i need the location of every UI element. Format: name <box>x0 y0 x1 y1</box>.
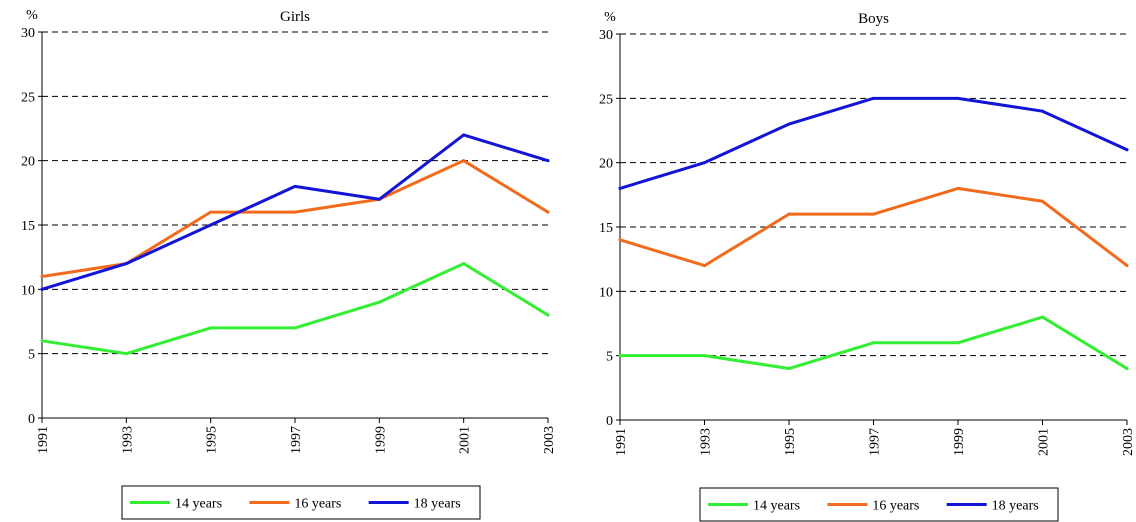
data-point <box>1041 315 1044 319</box>
y-tick-label: 15 <box>21 219 35 234</box>
data-point <box>787 367 791 371</box>
data-point <box>1041 199 1044 203</box>
y-tick-label: 25 <box>599 92 613 107</box>
series-16-years <box>618 186 1129 268</box>
data-point <box>377 197 381 201</box>
data-point <box>618 238 622 242</box>
y-tick-label: 20 <box>599 157 613 172</box>
y-axis-label: % <box>604 10 616 25</box>
chart-panel-1: 0 5 10 15 20 25 30 1991 1993 1995 1997 1999 2001 2003… <box>21 8 557 520</box>
x-tick-label: 1993 <box>120 426 135 454</box>
chart-title: Girls <box>280 9 310 25</box>
x-tick-label: 1999 <box>952 428 967 456</box>
y-tick-label: 5 <box>606 350 613 365</box>
y-axis-label: % <box>26 8 38 23</box>
x-tick-label: 1997 <box>289 426 304 454</box>
data-point <box>124 262 128 266</box>
data-point <box>293 326 297 330</box>
data-point <box>872 341 875 345</box>
data-point <box>703 161 706 165</box>
legend-label: 14 years <box>175 497 222 512</box>
chart-title: Boys <box>858 11 889 27</box>
y-tick-label: 25 <box>21 90 35 105</box>
data-point <box>1125 148 1129 152</box>
data-point <box>546 313 550 317</box>
x-tick-label: 1991 <box>614 428 629 456</box>
y-tick-label: 30 <box>599 28 613 43</box>
data-point <box>40 287 44 291</box>
data-point <box>787 212 791 216</box>
y-tick-label: 0 <box>606 414 613 429</box>
data-point <box>703 264 706 268</box>
data-point <box>1125 264 1129 268</box>
data-point <box>956 96 960 100</box>
series-14-years <box>40 262 550 356</box>
legend-label: 14 years <box>753 499 800 514</box>
x-tick-label: 1999 <box>373 426 388 454</box>
series-18-years <box>40 133 550 291</box>
chart-panel-2: 0 5 10 15 20 25 30 1991 1993 1995 1997 1999 2001 2003… <box>599 10 1136 522</box>
x-tick-label: 1997 <box>868 428 883 456</box>
x-tick-label: 2001 <box>458 426 473 454</box>
legend-label: 16 years <box>294 497 341 512</box>
x-tick-label: 1993 <box>699 428 714 456</box>
y-tick-label: 5 <box>28 348 35 363</box>
y-tick-label: 15 <box>599 221 613 236</box>
legend-box <box>121 485 481 520</box>
data-point <box>209 223 213 227</box>
data-point <box>1125 367 1129 371</box>
series-14-years <box>618 315 1129 371</box>
x-tick-label: 2003 <box>1121 428 1136 456</box>
data-point <box>293 210 297 214</box>
data-point <box>40 339 44 343</box>
legend: 14 years 16 years 18 years <box>699 487 1059 522</box>
data-point <box>618 354 622 358</box>
legend-label: 18 years <box>992 499 1039 514</box>
data-point <box>1041 109 1044 113</box>
x-tick-label: 2001 <box>1037 428 1052 456</box>
data-point <box>618 186 622 190</box>
y-tick-label: 0 <box>28 412 35 427</box>
y-tick-label: 20 <box>21 155 35 170</box>
legend: 14 years 16 years 18 years <box>121 485 481 520</box>
data-point <box>209 210 213 214</box>
data-point <box>703 354 706 358</box>
y-tick-label: 10 <box>21 283 35 298</box>
data-point <box>546 159 550 163</box>
series-18-years <box>618 96 1129 190</box>
data-point <box>124 352 128 356</box>
data-point <box>956 341 960 345</box>
legend-label: 16 years <box>872 499 919 514</box>
data-point <box>293 184 297 188</box>
series-line <box>40 159 550 278</box>
data-point <box>787 122 791 126</box>
data-point <box>462 159 466 163</box>
legend-label: 18 years <box>414 497 461 512</box>
x-tick-label: 1995 <box>783 428 798 456</box>
x-tick-label: 1991 <box>36 426 51 454</box>
x-tick-label: 1995 <box>205 426 220 454</box>
data-point <box>956 186 960 190</box>
data-point <box>209 326 213 330</box>
series-line <box>40 262 550 356</box>
data-point <box>872 96 875 100</box>
data-point <box>40 274 44 278</box>
x-tick-label: 2003 <box>542 426 557 454</box>
series-line <box>618 96 1129 190</box>
series-16-years <box>40 159 550 278</box>
data-point <box>462 133 466 137</box>
y-tick-label: 10 <box>599 285 613 300</box>
data-point <box>546 210 550 214</box>
data-point <box>462 262 466 266</box>
data-point <box>872 212 875 216</box>
y-tick-label: 30 <box>21 26 35 41</box>
data-point <box>377 300 381 304</box>
legend-box <box>699 487 1059 522</box>
